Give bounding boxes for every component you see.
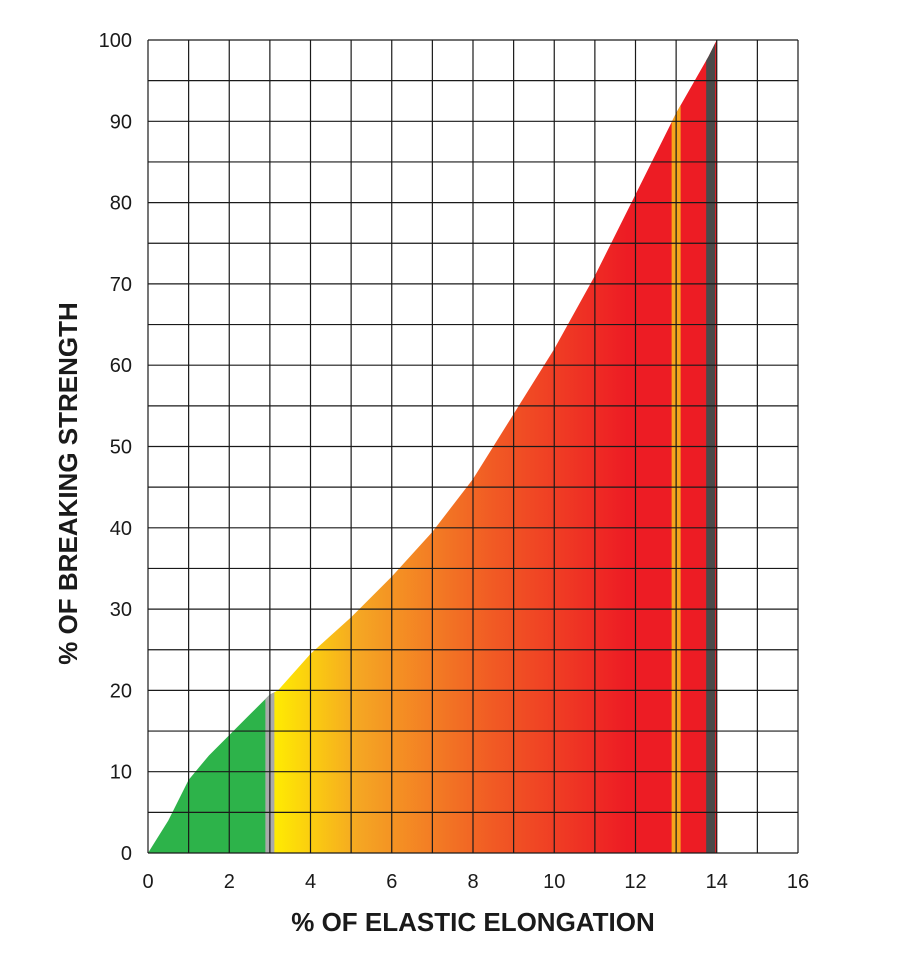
x-tick-label: 0 bbox=[142, 871, 153, 893]
x-tick-label: 14 bbox=[706, 871, 728, 893]
y-tick-label: 90 bbox=[110, 111, 132, 133]
y-tick-label: 10 bbox=[110, 762, 132, 784]
x-tick-label: 4 bbox=[305, 871, 316, 893]
x-axis-label: % OF ELASTIC ELONGATION bbox=[291, 907, 655, 937]
y-axis-label: % OF BREAKING STRENGTH bbox=[53, 302, 83, 665]
x-tick-label: 2 bbox=[224, 871, 235, 893]
y-tick-label: 40 bbox=[110, 518, 132, 540]
x-tick-label: 8 bbox=[467, 871, 478, 893]
y-tick-label: 70 bbox=[110, 274, 132, 296]
x-tick-labels: 0 2 4 6 8 10 12 14 16 bbox=[142, 871, 809, 893]
x-tick-label: 10 bbox=[543, 871, 565, 893]
y-tick-label: 100 bbox=[99, 30, 132, 52]
y-tick-label: 60 bbox=[110, 355, 132, 377]
x-tick-label: 16 bbox=[787, 871, 809, 893]
y-tick-label: 80 bbox=[110, 193, 132, 215]
y-tick-label: 0 bbox=[121, 843, 132, 865]
x-tick-label: 12 bbox=[624, 871, 646, 893]
y-tick-label: 50 bbox=[110, 437, 132, 459]
x-tick-label: 6 bbox=[386, 871, 397, 893]
grid-lines bbox=[147, 39, 799, 854]
y-tick-label: 30 bbox=[110, 599, 132, 621]
y-tick-label: 20 bbox=[110, 680, 132, 702]
y-tick-labels: 0 10 20 30 40 50 60 70 80 90 100 bbox=[99, 30, 132, 865]
